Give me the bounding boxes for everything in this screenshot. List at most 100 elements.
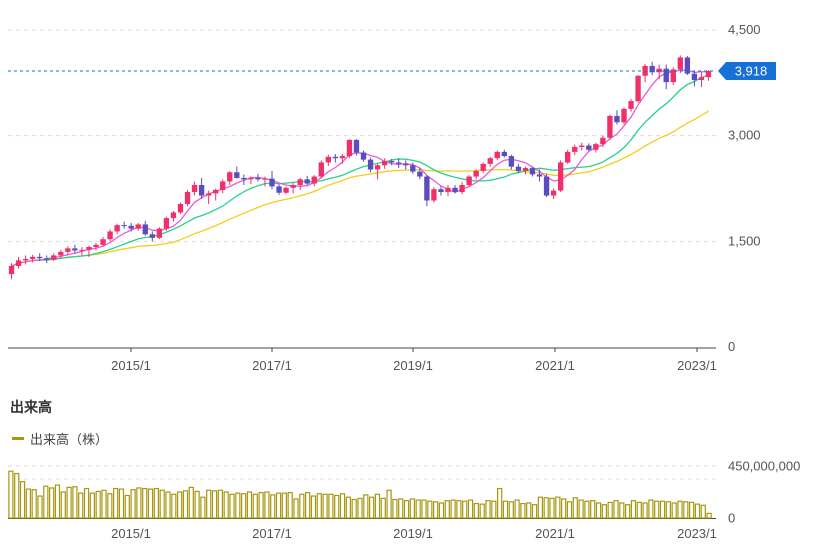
- volume-bar: [223, 491, 229, 519]
- candle-body: [177, 203, 184, 213]
- volume-bar: [357, 497, 363, 519]
- candle: [410, 162, 416, 174]
- candle: [360, 150, 367, 162]
- candle: [656, 64, 662, 80]
- y-tick-label: 450,000,000: [728, 459, 800, 474]
- volume-bar: [78, 492, 84, 519]
- candle-body: [276, 186, 282, 193]
- candle-body: [297, 179, 303, 185]
- volume-bar: [206, 489, 212, 519]
- volume-bar: [374, 493, 381, 519]
- volume-bar: [363, 494, 369, 519]
- volume-bar: [136, 487, 142, 519]
- candle-body: [72, 248, 78, 251]
- candle: [367, 157, 374, 173]
- candle-body: [79, 249, 85, 251]
- volume-bar: [275, 492, 282, 519]
- volume-bar: [677, 500, 683, 519]
- candle: [494, 150, 500, 161]
- volume-bar: [147, 488, 154, 519]
- candle-body: [424, 176, 430, 201]
- candle: [339, 153, 346, 164]
- candle: [234, 166, 240, 179]
- volume-bar: [421, 499, 427, 519]
- volume-bar: [258, 491, 264, 519]
- candle: [431, 187, 437, 203]
- candle-body: [304, 179, 310, 184]
- candle-body: [339, 156, 346, 159]
- candle-body: [353, 139, 360, 153]
- candle-body: [529, 168, 536, 175]
- candle: [297, 177, 303, 190]
- volume-bar: [112, 487, 119, 519]
- volume-bar: [246, 491, 253, 519]
- price-chart: 4,500 3,000 1,500 0 3,918 2015/1 2017/1 2019/1 2…: [8, 22, 776, 373]
- candle-body: [220, 181, 226, 190]
- candle: [248, 176, 254, 185]
- candle: [142, 220, 148, 236]
- volume-bar: [217, 489, 223, 519]
- candle: [621, 107, 627, 125]
- volume-bar: [14, 472, 20, 519]
- candle-body: [389, 161, 395, 163]
- candle: [565, 149, 571, 164]
- candle-body: [565, 151, 571, 163]
- x-tick-label: 2023/1: [677, 526, 717, 541]
- volume-bar: [165, 491, 171, 519]
- volume-bar: [438, 502, 445, 519]
- candle: [424, 175, 430, 207]
- candle-body: [184, 192, 191, 204]
- volume-bar: [334, 494, 340, 519]
- volume-bar: [543, 497, 549, 519]
- volume-bar: [252, 493, 258, 519]
- candle-body: [586, 145, 592, 150]
- candle-body: [29, 256, 36, 259]
- candle-body: [480, 163, 486, 171]
- candle-body: [543, 176, 550, 196]
- volume-bar: [537, 496, 543, 519]
- candle: [417, 168, 423, 180]
- candle: [614, 110, 620, 125]
- candle: [579, 142, 585, 151]
- x-tick-label: 2015/1: [111, 358, 151, 373]
- volume-bar: [578, 499, 584, 519]
- volume-bar: [19, 480, 26, 519]
- candle: [389, 158, 395, 166]
- volume-legend: 出来高（株）: [12, 429, 108, 448]
- volume-bar: [66, 486, 72, 519]
- candle-body: [114, 225, 120, 232]
- candle-body: [473, 170, 479, 177]
- candle-body: [452, 187, 458, 193]
- candle: [191, 181, 198, 196]
- volume-bar: [642, 502, 648, 519]
- candle: [170, 211, 177, 222]
- candle-body: [649, 65, 655, 73]
- candle-body: [508, 156, 515, 167]
- candle: [459, 182, 465, 195]
- volume-bar: [659, 500, 666, 519]
- candle: [44, 255, 50, 264]
- candle: [51, 253, 57, 262]
- candle-body: [8, 265, 15, 275]
- candle-body: [656, 68, 662, 73]
- volume-bar: [630, 500, 637, 519]
- candle-body: [635, 75, 641, 102]
- volume-bar: [107, 493, 113, 519]
- candle-body: [445, 187, 451, 193]
- volume-bar: [514, 499, 520, 519]
- candle-body: [459, 184, 465, 193]
- y-tick-label: 4,500: [728, 22, 761, 37]
- volume-bar: [177, 491, 183, 519]
- volume-bar: [43, 485, 49, 519]
- volume-bar: [188, 486, 194, 519]
- candle-body: [677, 57, 683, 70]
- candle: [37, 253, 43, 262]
- candle-body: [381, 161, 388, 166]
- volume-bar: [624, 504, 631, 519]
- candle: [628, 99, 634, 112]
- candle: [79, 246, 85, 256]
- volume-bar: [153, 487, 159, 519]
- candle-body: [670, 69, 676, 83]
- candle-body: [403, 163, 409, 166]
- candle: [508, 154, 515, 170]
